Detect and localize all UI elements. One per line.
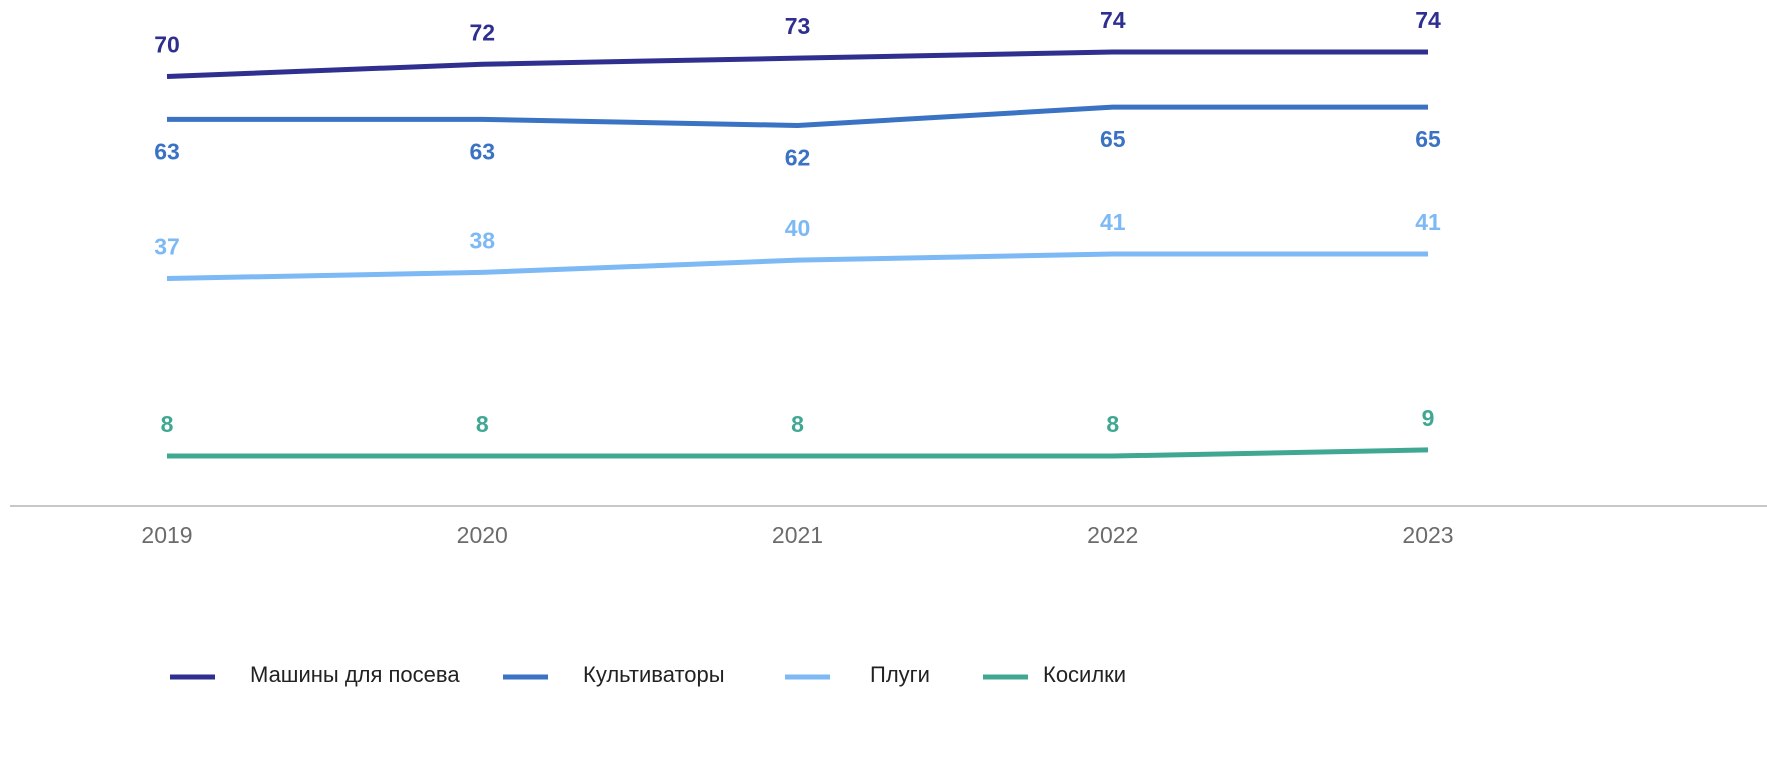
data-label: 74 [1100, 7, 1126, 33]
data-label: 63 [154, 138, 180, 164]
data-label: 37 [154, 234, 180, 260]
data-label: 74 [1415, 7, 1441, 33]
x-tick-label: 2020 [457, 522, 508, 548]
data-label: 41 [1415, 209, 1441, 235]
line [166, 251, 1428, 282]
line [166, 49, 1428, 80]
line [167, 447, 1429, 459]
data-label: 38 [469, 227, 495, 253]
data-label: 62 [785, 145, 811, 171]
data-label: 65 [1415, 126, 1441, 152]
data-label: 8 [1106, 411, 1119, 437]
data-label: 40 [785, 215, 811, 241]
data-label: 70 [154, 32, 180, 58]
x-tick-label: 2021 [772, 522, 823, 548]
data-label: 72 [469, 19, 495, 45]
data-label: 41 [1100, 209, 1126, 235]
x-tick-label: 2023 [1402, 522, 1453, 548]
data-label: 65 [1100, 126, 1126, 152]
data-label: 8 [161, 411, 174, 437]
x-tick-label: 2019 [141, 522, 192, 548]
line [167, 104, 1428, 128]
data-label: 8 [791, 411, 804, 437]
data-label: 9 [1422, 405, 1435, 431]
x-tick-label: 2022 [1087, 522, 1138, 548]
data-label: 73 [785, 13, 811, 39]
data-label: 63 [469, 138, 495, 164]
legend-label: Машины для посева [250, 662, 460, 687]
legend-label: Косилки [1043, 662, 1126, 687]
legend-label: Культиваторы [583, 662, 725, 687]
legend-label: Плуги [870, 662, 930, 687]
data-label: 8 [476, 411, 489, 437]
